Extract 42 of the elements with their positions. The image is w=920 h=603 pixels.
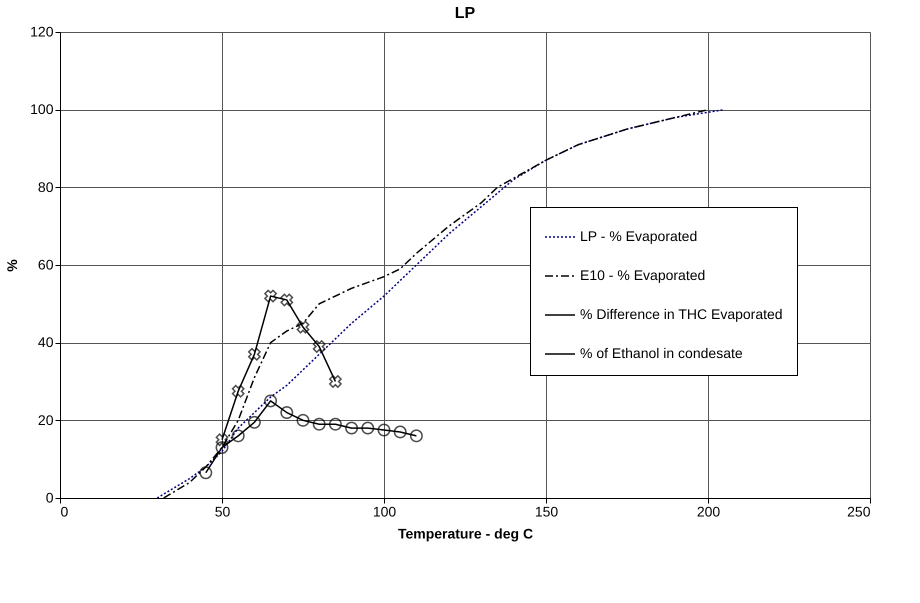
point	[312, 418, 326, 431]
legend-label: % Difference in THC Evaporated	[580, 306, 783, 322]
point	[280, 406, 294, 420]
y-tick-label: 0	[46, 490, 54, 506]
point	[216, 441, 228, 454]
point	[378, 424, 390, 436]
point	[361, 422, 374, 435]
point	[296, 320, 310, 334]
x-tick-label: 150	[534, 504, 558, 520]
point	[264, 394, 278, 408]
x-tick-label: 200	[696, 504, 720, 520]
point	[328, 418, 342, 431]
y-tick-label: 80	[38, 178, 54, 195]
point	[329, 375, 342, 388]
y-axis-title: %	[4, 258, 20, 272]
chart-title: LP	[454, 5, 476, 22]
x-tick-label: 50	[214, 504, 230, 520]
legend-label: % of Ethanol in condesate	[580, 345, 743, 361]
point	[264, 290, 277, 302]
x-axis-title: Temperature - deg C	[398, 526, 534, 542]
y-tick-label: 100	[30, 101, 54, 118]
y-tick-label: 40	[38, 334, 54, 350]
point	[216, 433, 228, 446]
point	[248, 416, 261, 429]
y-tick-label: 20	[38, 412, 54, 428]
y-tick-label: 60	[38, 256, 54, 272]
point	[296, 414, 310, 427]
point	[199, 466, 212, 480]
legend-label: LP - % Evaporated	[580, 228, 698, 244]
point	[410, 429, 423, 442]
point	[394, 426, 407, 438]
x-tick-label: 100	[372, 504, 396, 520]
legend-label: E10 - % Evaporated	[580, 267, 706, 283]
point	[232, 429, 245, 442]
point	[248, 348, 261, 361]
point	[312, 340, 326, 353]
point	[280, 294, 294, 306]
x-tick-label: 250	[847, 504, 871, 520]
point	[232, 384, 245, 398]
y-tick-label: 120	[30, 24, 54, 40]
point	[345, 422, 358, 435]
x-tick-label: 0	[60, 504, 68, 520]
